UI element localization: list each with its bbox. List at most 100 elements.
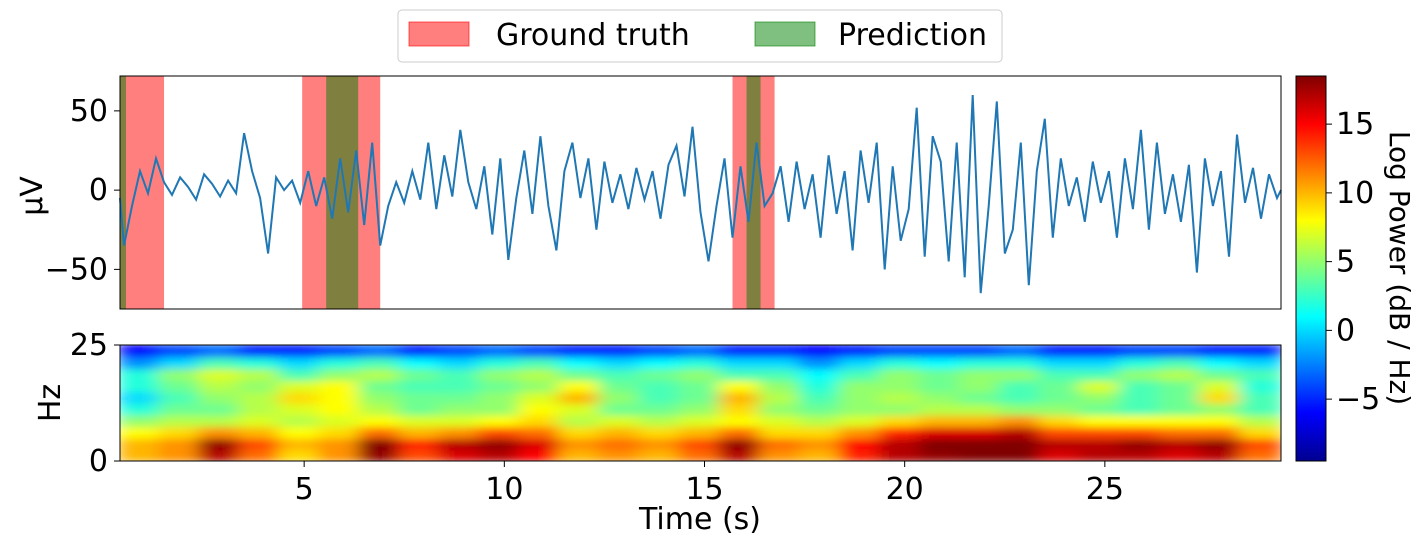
spectrogram-cell: [998, 355, 1043, 370]
spectrogram-cell: [1118, 378, 1163, 393]
spectrogram-cell: [718, 390, 763, 404]
spectrogram-cell: [1038, 402, 1083, 416]
spectrogram-cell: [398, 367, 443, 381]
spectrogram-cell: [438, 367, 483, 381]
spectrogram-cell: [1238, 355, 1281, 370]
spectrogram-cell: [278, 448, 323, 461]
spectrogram-cell: [358, 413, 403, 428]
spectrogram-cell: [478, 448, 523, 461]
spectrogram-cell: [438, 425, 483, 439]
spectrogram-cell: [918, 425, 963, 439]
spectrogram-cell: [798, 378, 843, 393]
spectrogram-cell: [838, 390, 883, 404]
spectrogram-cell: [120, 425, 163, 439]
spectrogram-cell: [1158, 436, 1203, 451]
spectrogram-cell: [518, 436, 563, 451]
spectrogram-cell: [158, 413, 203, 428]
spectrogram-cell: [478, 436, 523, 451]
spectrogram-cell: [318, 378, 363, 393]
spectrogram-cell: [1038, 413, 1083, 428]
spectrogram-cell: [558, 345, 603, 358]
spectrogram-cell: [1078, 402, 1123, 416]
spectrogram-cell: [1198, 367, 1243, 381]
spectrogram-cell: [1158, 345, 1203, 358]
spectrogram-cell: [798, 345, 843, 358]
eeg-y-tick-label: 50: [70, 94, 108, 129]
spectrogram-cell: [278, 413, 323, 428]
spectrogram-cell: [678, 355, 723, 370]
spectrogram-cell: [278, 402, 323, 416]
spectrogram-cell: [718, 345, 763, 358]
spectrogram-cell: [518, 355, 563, 370]
legend: Ground truth Prediction: [397, 9, 1003, 63]
spectrogram-cell: [718, 402, 763, 416]
spectrogram-cell: [798, 390, 843, 404]
spectrogram-cell: [478, 367, 523, 381]
spectrogram-cell: [718, 425, 763, 439]
spectrogram-cell: [358, 402, 403, 416]
spectrogram-cell: [478, 425, 523, 439]
spectrogram-cell: [1238, 345, 1281, 358]
spectrogram-cell: [918, 402, 963, 416]
spectrogram-cell: [958, 402, 1003, 416]
spectrogram-cell: [1078, 413, 1123, 428]
spectrogram-cell: [758, 436, 803, 451]
prediction-span: [326, 76, 359, 309]
spectrogram-cell: [318, 345, 363, 358]
spectrogram-cell: [718, 413, 763, 428]
spectrogram-cell: [438, 448, 483, 461]
spectrogram-cell: [198, 413, 243, 428]
spectrogram-cell: [158, 367, 203, 381]
spectrogram-cell: [1038, 355, 1083, 370]
spectrogram-cell: [518, 345, 563, 358]
eeg-y-tick-label: −50: [45, 252, 108, 287]
legend-swatch-ground-truth: [408, 21, 470, 47]
spectrogram-cell: [758, 413, 803, 428]
spectrogram-cell: [518, 367, 563, 381]
colorbar-label: Log Power (dB / Hz): [1383, 131, 1416, 405]
spectrogram-cell: [120, 390, 163, 404]
spectrogram-cell: [878, 355, 923, 370]
spectrogram-cell: [718, 436, 763, 451]
spectrogram-cell: [1078, 390, 1123, 404]
spectrogram-cell: [278, 355, 323, 370]
spectrogram-cell: [198, 378, 243, 393]
spectrogram-cell: [678, 448, 723, 461]
spectrogram-cell: [1038, 390, 1083, 404]
spectrogram-cell: [278, 378, 323, 393]
spectrogram-cell: [120, 436, 163, 451]
spectrogram-cell: [398, 390, 443, 404]
spectrogram-cell: [238, 345, 283, 358]
spectrogram-cell: [198, 402, 243, 416]
spectrogram-cell: [1038, 345, 1083, 358]
spectrogram-cell: [998, 345, 1043, 358]
spectrogram-cell: [878, 378, 923, 393]
spectrogram-cell: [598, 345, 643, 358]
spectrogram-cell: [998, 413, 1043, 428]
spectrogram-cell: [638, 378, 683, 393]
spectrogram-cell: [1198, 345, 1243, 358]
x-axis-label: Time (s): [638, 502, 761, 537]
x-tick-label: 10: [485, 472, 523, 507]
spectrogram-cell: [438, 345, 483, 358]
spectrogram-cell: [598, 402, 643, 416]
spectrogram-cell: [198, 448, 243, 461]
spectrogram-cell: [278, 390, 323, 404]
spectrogram-cell: [478, 345, 523, 358]
spectrogram-cell: [1078, 425, 1123, 439]
spectrogram-cell: [598, 448, 643, 461]
spectrogram-cell: [638, 402, 683, 416]
spectrogram-cell: [558, 425, 603, 439]
spectrogram-cell: [438, 402, 483, 416]
prediction-span: [120, 76, 127, 309]
spectrogram-cell: [718, 367, 763, 381]
spectrogram-cell: [358, 355, 403, 370]
spectrogram-cell: [238, 367, 283, 381]
spectrogram-cell: [398, 448, 443, 461]
legend-swatch-prediction: [754, 21, 816, 47]
spectrogram-cell: [158, 448, 203, 461]
spectrogram-cell: [558, 436, 603, 451]
spectrogram-axes-frame: [119, 344, 1282, 462]
prediction-spans: [120, 76, 761, 309]
spectrogram-cell: [1198, 436, 1243, 451]
